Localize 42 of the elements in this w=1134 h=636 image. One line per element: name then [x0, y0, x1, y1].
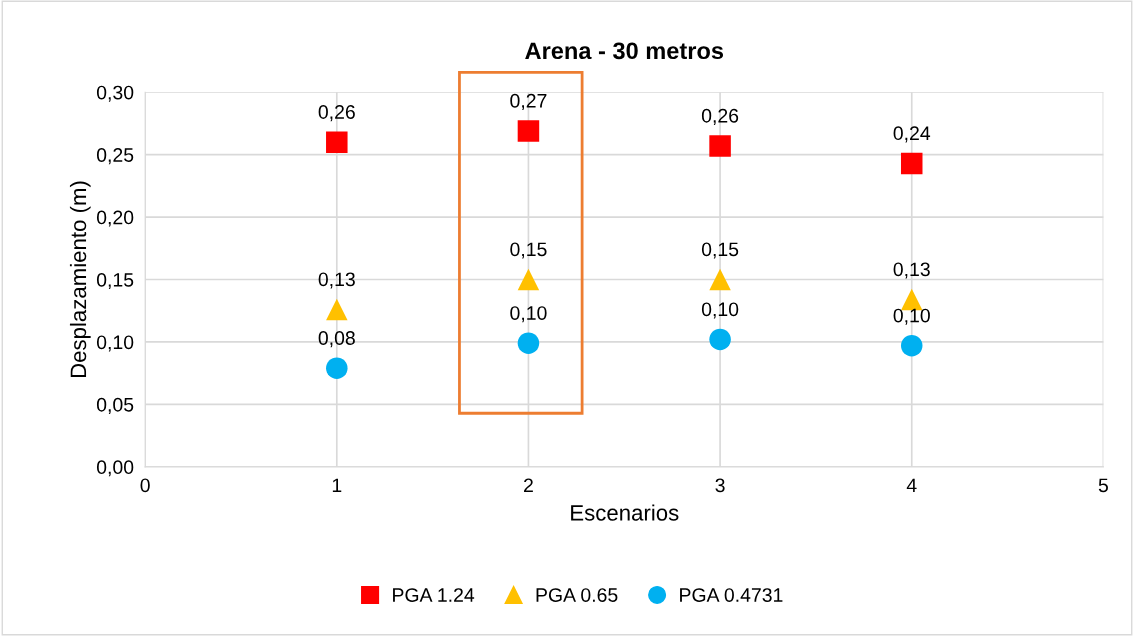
data-label: 0,13	[318, 272, 355, 289]
point	[900, 334, 923, 357]
data-label: 0,08	[318, 331, 355, 348]
point	[326, 131, 348, 153]
data-label: 0,15	[701, 242, 739, 259]
y-tick-label: 0,10	[96, 335, 134, 352]
point	[326, 298, 348, 321]
x-tick-label: 0	[140, 478, 150, 493]
y-axis-title: Desplazamiento (m)	[69, 181, 91, 378]
x-tick-label: 4	[906, 478, 917, 493]
y-tick-label: 0,30	[96, 85, 134, 102]
y-tick-label: 0,15	[96, 272, 134, 290]
data-label: 0,24	[893, 126, 931, 143]
x-tick-label: 5	[1098, 478, 1108, 493]
legend-label: PGA 0.4731	[680, 588, 783, 602]
chart-title: Arena - 30 metros	[525, 42, 724, 60]
point	[709, 328, 731, 351]
point	[709, 135, 731, 157]
data-label: 0,10	[893, 308, 930, 325]
y-tick-label: 0,00	[96, 460, 134, 477]
data-label: 0,26	[701, 108, 739, 125]
x-axis-title: Escenarios	[571, 504, 679, 521]
data-label: 0,10	[701, 302, 739, 319]
point	[326, 357, 348, 379]
y-tick-label: 0,05	[96, 397, 134, 414]
data-label: 0,27	[510, 93, 547, 110]
point	[517, 332, 540, 354]
x-tick-label: 1	[332, 478, 342, 493]
point	[900, 152, 923, 175]
point	[517, 120, 540, 142]
data-label: 0,10	[510, 306, 547, 323]
data-label: 0,26	[318, 105, 355, 122]
legend-label: PGA 0.65	[536, 588, 618, 602]
point	[709, 268, 731, 291]
data-label: 0,13	[893, 262, 930, 279]
point	[517, 268, 540, 291]
y-tick-label: 0,25	[96, 148, 134, 165]
x-tick-label: 3	[715, 478, 725, 493]
y-tick-label: 0,20	[96, 210, 134, 227]
legend-label: PGA 1.24	[393, 588, 475, 602]
x-tick-label: 2	[524, 478, 533, 493]
data-label: 0,15	[510, 242, 547, 259]
